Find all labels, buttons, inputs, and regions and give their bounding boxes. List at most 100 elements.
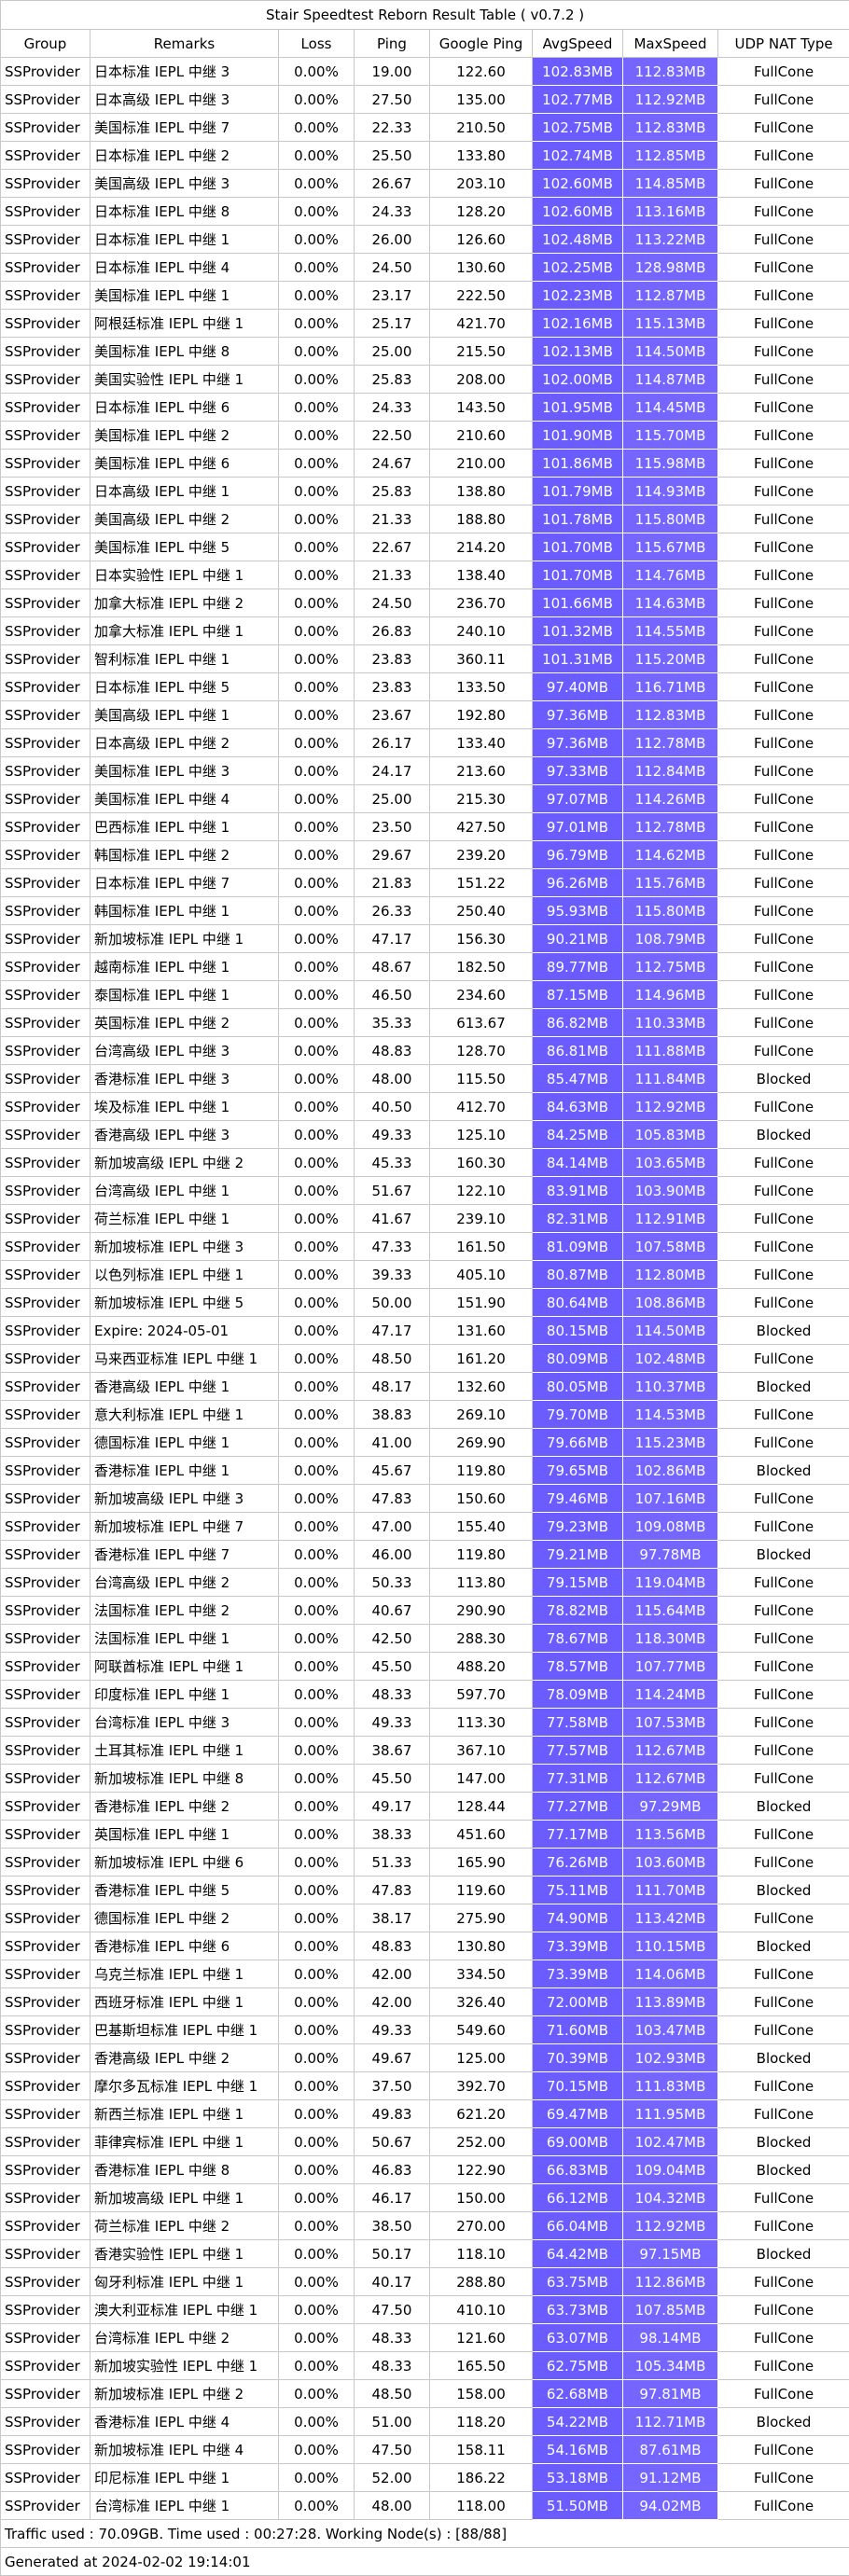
cell-maxspeed: 103.90MB [623, 1177, 718, 1205]
cell-maxspeed: 114.62MB [623, 841, 718, 869]
cell-udp-nat-type: FullCone [718, 282, 849, 310]
cell-google-ping: 147.00 [430, 1765, 533, 1793]
cell-google-ping: 115.50 [430, 1065, 533, 1093]
cell-udp-nat-type: FullCone [718, 1289, 849, 1317]
cell-avgspeed: 53.18MB [533, 2464, 623, 2492]
cell-avgspeed: 89.77MB [533, 953, 623, 981]
cell-udp-nat-type: FullCone [718, 226, 849, 254]
cell-avgspeed: 85.47MB [533, 1065, 623, 1093]
cell-remarks: 以色列标准 IEPL 中继 1 [90, 1261, 279, 1289]
cell-maxspeed: 112.92MB [623, 1093, 718, 1121]
cell-remarks: 摩尔多瓦标准 IEPL 中继 1 [90, 2072, 279, 2100]
cell-loss: 0.00% [279, 1597, 355, 1625]
cell-group: SSProvider [1, 394, 90, 422]
cell-udp-nat-type: Blocked [718, 2044, 849, 2072]
cell-udp-nat-type: FullCone [718, 1849, 849, 1877]
cell-google-ping: 240.10 [430, 617, 533, 645]
cell-udp-nat-type: FullCone [718, 2380, 849, 2408]
cell-ping: 40.67 [355, 1597, 430, 1625]
cell-avgspeed: 102.25MB [533, 254, 623, 282]
cell-loss: 0.00% [279, 1429, 355, 1457]
cell-group: SSProvider [1, 925, 90, 953]
cell-group: SSProvider [1, 701, 90, 729]
cell-maxspeed: 102.86MB [623, 1457, 718, 1485]
cell-remarks: 美国标准 IEPL 中继 6 [90, 450, 279, 478]
cell-remarks: 台湾标准 IEPL 中继 3 [90, 1709, 279, 1737]
cell-ping: 49.33 [355, 1121, 430, 1149]
cell-google-ping: 208.00 [430, 366, 533, 394]
cell-remarks: 台湾标准 IEPL 中继 1 [90, 2492, 279, 2520]
cell-udp-nat-type: FullCone [718, 394, 849, 422]
cell-udp-nat-type: FullCone [718, 701, 849, 729]
cell-maxspeed: 113.42MB [623, 1904, 718, 1932]
cell-loss: 0.00% [279, 2408, 355, 2436]
cell-udp-nat-type: FullCone [718, 981, 849, 1009]
cell-avgspeed: 76.26MB [533, 1849, 623, 1877]
cell-loss: 0.00% [279, 114, 355, 142]
cell-remarks: 日本高级 IEPL 中继 1 [90, 478, 279, 506]
cell-remarks: 英国标准 IEPL 中继 2 [90, 1009, 279, 1037]
cell-group: SSProvider [1, 254, 90, 282]
cell-group: SSProvider [1, 142, 90, 170]
cell-remarks: 埃及标准 IEPL 中继 1 [90, 1093, 279, 1121]
cell-loss: 0.00% [279, 1541, 355, 1569]
cell-avgspeed: 78.09MB [533, 1681, 623, 1709]
cell-remarks: 荷兰标准 IEPL 中继 2 [90, 2212, 279, 2240]
cell-google-ping: 186.22 [430, 2464, 533, 2492]
cell-udp-nat-type: FullCone [718, 1093, 849, 1121]
cell-ping: 25.83 [355, 478, 430, 506]
cell-ping: 47.50 [355, 2436, 430, 2464]
cell-loss: 0.00% [279, 1569, 355, 1597]
cell-udp-nat-type: FullCone [718, 450, 849, 478]
cell-maxspeed: 107.77MB [623, 1653, 718, 1681]
cell-maxspeed: 113.16MB [623, 198, 718, 226]
cell-loss: 0.00% [279, 1960, 355, 1988]
cell-ping: 52.00 [355, 2464, 430, 2492]
cell-maxspeed: 113.22MB [623, 226, 718, 254]
cell-group: SSProvider [1, 2184, 90, 2212]
cell-loss: 0.00% [279, 1849, 355, 1877]
cell-avgspeed: 84.25MB [533, 1121, 623, 1149]
cell-ping: 50.00 [355, 1289, 430, 1317]
cell-google-ping: 138.80 [430, 478, 533, 506]
cell-ping: 24.67 [355, 450, 430, 478]
cell-maxspeed: 102.93MB [623, 2044, 718, 2072]
cell-maxspeed: 110.37MB [623, 1373, 718, 1401]
cell-maxspeed: 108.79MB [623, 925, 718, 953]
cell-group: SSProvider [1, 2128, 90, 2156]
cell-ping: 45.33 [355, 1149, 430, 1177]
cell-maxspeed: 97.15MB [623, 2240, 718, 2268]
cell-ping: 50.17 [355, 2240, 430, 2268]
cell-group: SSProvider [1, 226, 90, 254]
cell-ping: 26.00 [355, 226, 430, 254]
cell-google-ping: 405.10 [430, 1261, 533, 1289]
cell-group: SSProvider [1, 1597, 90, 1625]
cell-avgspeed: 101.78MB [533, 506, 623, 533]
cell-remarks: 智利标准 IEPL 中继 1 [90, 645, 279, 673]
cell-ping: 47.17 [355, 925, 430, 953]
cell-loss: 0.00% [279, 1233, 355, 1261]
cell-avgspeed: 97.33MB [533, 757, 623, 785]
cell-google-ping: 150.60 [430, 1485, 533, 1513]
cell-avgspeed: 101.31MB [533, 645, 623, 673]
cell-group: SSProvider [1, 1960, 90, 1988]
cell-avgspeed: 78.82MB [533, 1597, 623, 1625]
cell-loss: 0.00% [279, 785, 355, 813]
cell-avgspeed: 62.75MB [533, 2352, 623, 2380]
cell-remarks: 新加坡标准 IEPL 中继 4 [90, 2436, 279, 2464]
cell-remarks: 新加坡标准 IEPL 中继 7 [90, 1513, 279, 1541]
cell-google-ping: 213.60 [430, 757, 533, 785]
cell-ping: 26.67 [355, 170, 430, 198]
